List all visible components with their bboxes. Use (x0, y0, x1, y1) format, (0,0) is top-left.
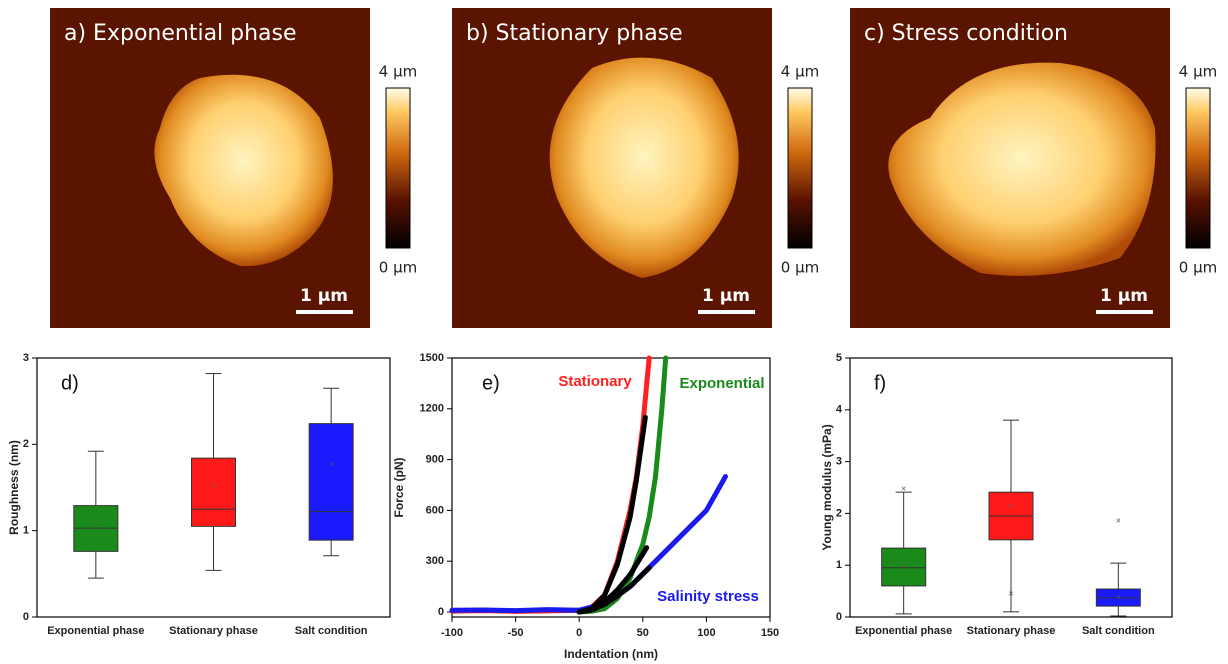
y-tick-label: 5 (836, 352, 842, 364)
series-label: Stationary (558, 373, 632, 390)
colorbar-max: 4 µm (1179, 63, 1217, 81)
colorbar-min: 0 µm (781, 259, 819, 277)
scale-bar-label: 1 µm (1100, 286, 1148, 306)
y-tick-label: 0 (836, 611, 842, 623)
colorbar-min: 0 µm (379, 259, 417, 277)
mean-marker: × (93, 519, 98, 528)
x-tick-label: 100 (697, 627, 715, 639)
panel-label: f) (874, 372, 886, 394)
image-title: c) Stress condition (864, 21, 1068, 46)
y-tick-label: 1 (836, 559, 842, 571)
box (309, 424, 353, 541)
x-axis-label: Indentation (nm) (564, 647, 658, 661)
y-tick-label: 0 (23, 611, 29, 623)
mean-marker: × (1116, 592, 1121, 601)
colorbar (1186, 88, 1210, 248)
y-tick-label: 1200 (420, 403, 444, 415)
force-curve (579, 358, 665, 612)
y-tick-label: 1 (23, 525, 29, 537)
colorbar (788, 88, 812, 248)
x-tick-label: Salt condition (1082, 625, 1155, 637)
x-tick-label: 150 (761, 627, 779, 639)
x-tick-label: -100 (441, 627, 463, 639)
figure: a) Exponential phase 1 µm 4 µm 0 µm b) Stati… (0, 0, 1228, 664)
image-title: a) Exponential phase (64, 21, 297, 46)
series-label: Exponential (679, 375, 764, 392)
y-tick-label: 4 (836, 404, 843, 416)
outlier: × (1008, 589, 1013, 599)
x-tick-label: -50 (508, 627, 524, 639)
y-tick-label: 300 (426, 555, 444, 567)
y-axis-label: Roughness (nm) (7, 440, 21, 535)
outlier: × (1116, 516, 1121, 526)
scale-bar-label: 1 µm (300, 286, 348, 306)
colorbar-max: 4 µm (379, 63, 417, 81)
x-tick-label: Exponential phase (855, 625, 952, 637)
x-tick-label: Stationary phase (967, 625, 1056, 637)
force-curve (452, 358, 649, 611)
y-tick-label: 2 (23, 438, 29, 450)
x-tick-label: Exponential phase (47, 625, 144, 637)
mean-marker: × (901, 562, 906, 571)
y-tick-label: 900 (426, 454, 444, 466)
y-tick-label: 0 (438, 606, 444, 618)
colorbar-max: 4 µm (781, 63, 819, 81)
box (192, 458, 236, 526)
colorbar (386, 88, 410, 248)
image-title: b) Stationary phase (466, 21, 683, 46)
x-tick-label: 0 (576, 627, 582, 639)
y-tick-label: 2 (836, 507, 842, 519)
colorbar-min: 0 µm (1179, 259, 1217, 277)
mean-marker: × (329, 460, 334, 469)
x-tick-label: Stationary phase (169, 625, 258, 637)
y-tick-label: 3 (836, 456, 842, 468)
scale-bar-label: 1 µm (702, 286, 750, 306)
mean-marker: × (211, 481, 216, 490)
y-tick-label: 1500 (420, 352, 444, 364)
panel-label: d) (61, 372, 79, 394)
outlier: × (901, 483, 906, 493)
mean-marker: × (1009, 501, 1014, 510)
y-axis-label: Young modulus (mPa) (820, 424, 834, 550)
panel-label: e) (482, 372, 500, 394)
x-tick-label: 50 (637, 627, 649, 639)
series-label: Salinity stress (657, 588, 759, 605)
x-tick-label: Salt condition (295, 625, 368, 637)
y-axis-label: Force (pN) (392, 457, 406, 517)
y-tick-label: 3 (23, 352, 29, 364)
y-tick-label: 600 (426, 504, 444, 516)
